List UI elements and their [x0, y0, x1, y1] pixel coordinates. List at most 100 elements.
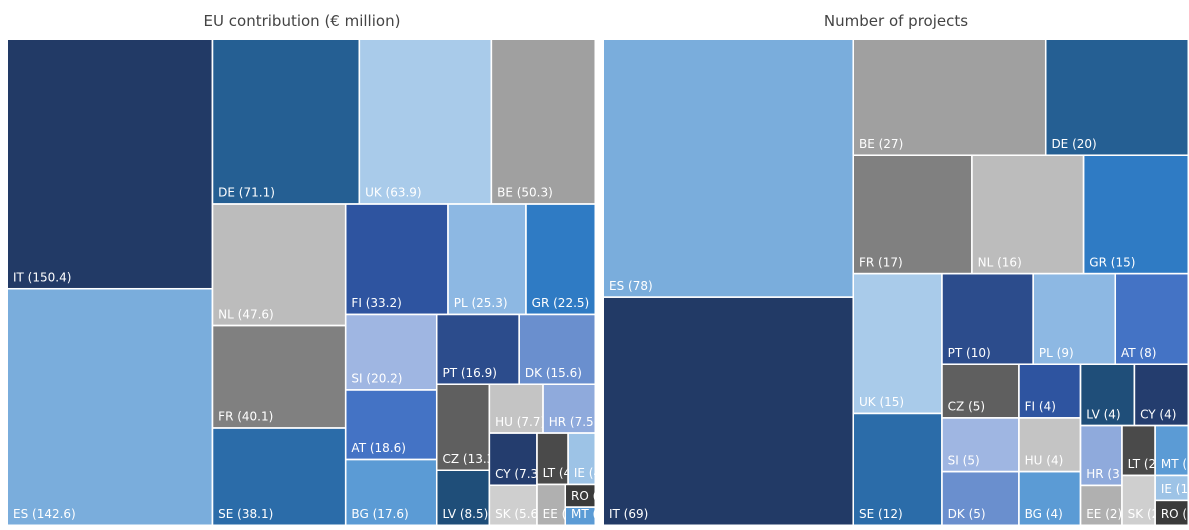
tile-rect [213, 204, 345, 325]
tile-rect [942, 364, 1019, 418]
tile: NL (47.6) [213, 204, 345, 325]
tile-rect [942, 472, 1019, 525]
tile-rect [346, 390, 436, 459]
tile-rect [1155, 476, 1188, 500]
tile-label: ES (142.6) [13, 507, 76, 521]
tile-label: FR (17) [859, 255, 903, 269]
tile-rect [437, 471, 489, 525]
tile-rect [490, 485, 537, 525]
tile: HU (4) [1019, 418, 1080, 471]
tile-label: BE (50.3) [497, 186, 553, 200]
tile-rect [543, 384, 595, 433]
tile: BG (17.6) [346, 460, 436, 525]
tile-rect [568, 433, 595, 484]
tile-label: UK (15) [859, 395, 904, 409]
tile: MT (2) [1155, 426, 1188, 475]
tile-rect [346, 460, 436, 525]
tile: DE (20) [1046, 40, 1188, 155]
tile-rect [490, 384, 543, 433]
tile-rect [360, 40, 491, 204]
tile: IT (150.4) [8, 40, 212, 288]
tile: SI (5) [942, 418, 1019, 471]
tile: SE (38.1) [213, 428, 345, 525]
tile-label: LT (2) [1128, 457, 1161, 471]
tile: IE (4.1) [568, 433, 595, 484]
tile-label: NL (16) [978, 255, 1022, 269]
tile-rect [490, 433, 537, 485]
tile-rect [213, 40, 359, 204]
tile: BE (50.3) [492, 40, 595, 204]
tile-label: LV (8.5) [442, 507, 488, 521]
tile-rect [853, 274, 942, 413]
tile: UK (63.9) [360, 40, 491, 204]
tile: CZ (5) [942, 364, 1019, 418]
tile-label: SK (5.6) [495, 507, 543, 521]
tile: LT (4.7) [537, 433, 588, 484]
tile: SE (12) [853, 414, 942, 525]
tile-rect [1019, 418, 1080, 471]
tile: DK (15.6) [519, 315, 595, 384]
tile-rect [1155, 426, 1188, 475]
tile-label: SI (20.2) [351, 372, 402, 386]
tile-label: PT (10) [948, 346, 991, 360]
tile-rect [1135, 364, 1188, 425]
tile: SK (2) [1122, 476, 1164, 525]
tile-label: GR (15) [1089, 255, 1135, 269]
tile-rect [942, 274, 1033, 364]
tile: CY (4) [1135, 364, 1188, 425]
tile-rect [1155, 501, 1188, 525]
tile-rect [1122, 426, 1155, 475]
tile-label: CY (7.3) [495, 467, 543, 481]
tile-rect [853, 155, 972, 273]
tile: PT (10) [942, 274, 1033, 364]
tile-label: SE (38.1) [218, 507, 273, 521]
tile-rect [853, 414, 942, 525]
tile-label: DK (15.6) [525, 366, 582, 380]
tile: UK (15) [853, 274, 942, 413]
tile: HR (7.5) [543, 384, 595, 433]
tile: MT (1.6) [566, 507, 621, 525]
tile-label: AT (8) [1121, 346, 1156, 360]
tile-label: FI (4) [1025, 400, 1056, 414]
tile-label: ES (78) [609, 279, 653, 293]
tile-label: NL (47.6) [218, 307, 274, 321]
tile-rect [8, 289, 212, 525]
tile-label: DE (71.1) [218, 186, 275, 200]
tile-rect [8, 40, 212, 288]
tile-label: BG (4) [1025, 507, 1063, 521]
tile-rect [1019, 472, 1080, 525]
tile: ES (78) [604, 40, 853, 297]
tile-label: BG (17.6) [351, 507, 408, 521]
tile: NL (16) [972, 155, 1083, 273]
tile: SI (20.2) [346, 315, 436, 390]
tile-rect [1046, 40, 1188, 155]
tile-label: GR (22.5) [532, 296, 590, 310]
tile-rect [1019, 364, 1080, 418]
tile-label: MT (1.6) [571, 507, 621, 521]
tile-label: UK (63.9) [365, 186, 422, 200]
tile-label: LT (4.7) [543, 466, 588, 480]
tile-label: RO (2.0) [571, 489, 621, 503]
tile: PL (9) [1033, 274, 1115, 364]
tile: PL (25.3) [448, 204, 526, 314]
tile-label: PL (25.3) [454, 296, 508, 310]
tile: DE (71.1) [213, 40, 359, 204]
tile-label: FR (40.1) [218, 410, 273, 424]
tile: IE (1) [1155, 476, 1188, 500]
chart-title: EU contribution (€ million) [204, 12, 401, 30]
tile: EE (3.4) [537, 485, 565, 525]
tile-rect [448, 204, 526, 314]
tile: RO (2.0) [566, 485, 621, 507]
tile-label: PT (16.9) [442, 366, 496, 380]
tile: EE (2) [1081, 486, 1121, 525]
tile-label: IT (150.4) [13, 270, 71, 284]
tile-label: SK (2) [1128, 507, 1164, 521]
tile-rect [492, 40, 595, 204]
tile-rect [1122, 476, 1155, 525]
tile-label: DE (20) [1051, 137, 1096, 151]
tile-label: CZ (13.3) [442, 452, 499, 466]
tile-label: CY (4) [1140, 407, 1176, 421]
tile: GR (22.5) [526, 204, 595, 314]
tile-rect [437, 315, 519, 384]
tile-label: PL (9) [1039, 346, 1074, 360]
